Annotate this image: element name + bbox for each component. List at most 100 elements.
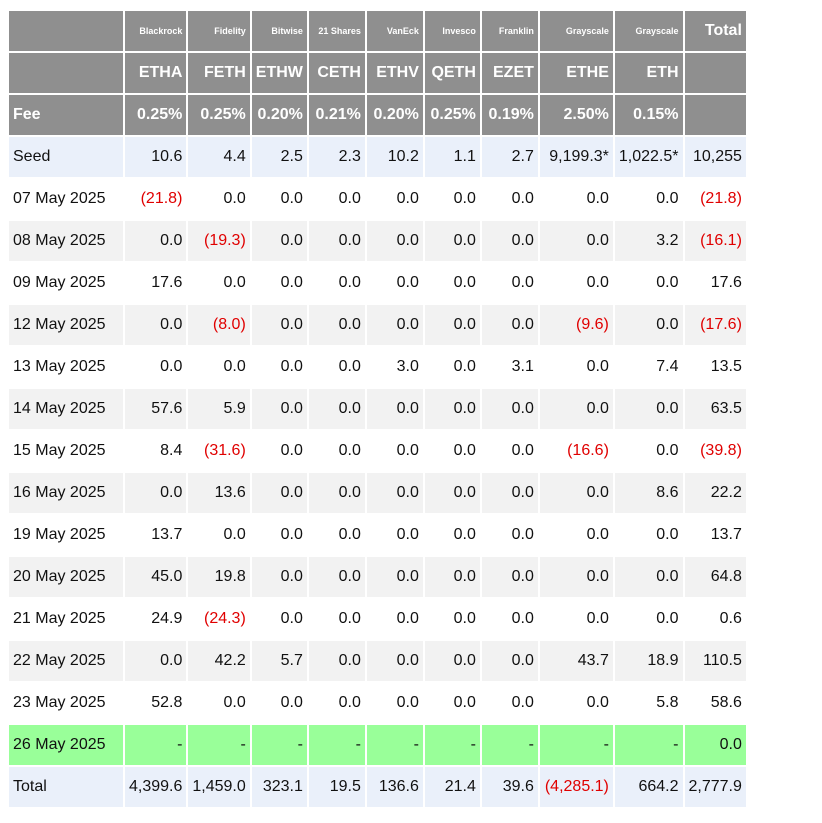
table-cell: 0.0 bbox=[125, 305, 187, 345]
table-cell: 0.0 bbox=[539, 389, 613, 429]
table-row: 26 May 2025- - - - - - - - -0.0 bbox=[9, 725, 746, 765]
table-cell: 0.0 bbox=[481, 263, 538, 303]
table-cell: 0.0 bbox=[251, 515, 307, 555]
table-cell: (31.6) bbox=[188, 431, 250, 471]
table-row: 22 May 2025 0.0 42.2 5.7 0.0 0.0 0.0 0.0 43.7 18.… bbox=[9, 641, 746, 681]
table-cell: 0.0 bbox=[125, 641, 187, 681]
table-cell: Franklin bbox=[481, 11, 538, 51]
table-row: 14 May 2025 57.6 5.9 0.0 0.0 0.0 0.0 0.0 0.0 0.0 6… bbox=[9, 389, 746, 429]
table-cell: 0.0 bbox=[481, 305, 538, 345]
table-cell: 0.25% bbox=[125, 95, 187, 135]
table-row: 08 May 2025 0.0 (19.3) 0.0 0.0 0.0 0.0 0.0 0.0 3.… bbox=[9, 221, 746, 261]
table-cell: - bbox=[539, 725, 613, 765]
table-cell: 0.0 bbox=[251, 473, 307, 513]
table-cell: 21.4 bbox=[424, 767, 480, 807]
table-cell: 1,022.5* bbox=[614, 137, 683, 177]
table-cell: 0.0 bbox=[366, 389, 423, 429]
table-cell: 0.0 bbox=[539, 347, 613, 387]
row-label-cell: 14 May 2025 bbox=[9, 389, 123, 429]
table-cell: Invesco bbox=[424, 11, 480, 51]
table-cell: 22.2 bbox=[684, 473, 746, 513]
table-cell: ETH bbox=[614, 53, 683, 93]
table-cell: 5.8 bbox=[614, 683, 683, 723]
table-cell: 0.20% bbox=[366, 95, 423, 135]
table-cell: (16.6) bbox=[539, 431, 613, 471]
table-cell: 0.0 bbox=[125, 473, 187, 513]
table-cell: 0.0 bbox=[308, 683, 365, 723]
table-cell: (4,285.1) bbox=[539, 767, 613, 807]
table-cell: 0.0 bbox=[424, 347, 480, 387]
row-label-cell: 13 May 2025 bbox=[9, 347, 123, 387]
table-cell: 0.0 bbox=[424, 305, 480, 345]
table-cell: ETHV bbox=[366, 53, 423, 93]
table-cell: 0.0 bbox=[481, 431, 538, 471]
table-cell: 2.3 bbox=[308, 137, 365, 177]
table-cell: 0.0 bbox=[308, 641, 365, 681]
table-cell: 0.0 bbox=[614, 515, 683, 555]
table-row: 19 May 2025 13.7 0.0 0.0 0.0 0.0 0.0 0.0 0.0 0.0 1… bbox=[9, 515, 746, 555]
table-cell bbox=[684, 95, 746, 135]
table-cell: 0.0 bbox=[366, 599, 423, 639]
table-cell: 13.6 bbox=[188, 473, 250, 513]
row-label-cell: 19 May 2025 bbox=[9, 515, 123, 555]
table-cell: 0.0 bbox=[539, 599, 613, 639]
table-row: 12 May 2025 0.0 (8.0) 0.0 0.0 0.0 0.0 0.0 (9.6) 0… bbox=[9, 305, 746, 345]
table-cell: - bbox=[481, 725, 538, 765]
table-cell: 0.0 bbox=[308, 473, 365, 513]
table-cell: 0.0 bbox=[251, 263, 307, 303]
table-cell: Blackrock bbox=[125, 11, 187, 51]
row-label-cell: 12 May 2025 bbox=[9, 305, 123, 345]
table-row: 23 May 2025 52.8 0.0 0.0 0.0 0.0 0.0 0.0 0.0 5.8 5… bbox=[9, 683, 746, 723]
table-cell: 0.0 bbox=[251, 347, 307, 387]
table-cell: 323.1 bbox=[251, 767, 307, 807]
table-cell: 0.0 bbox=[614, 305, 683, 345]
table-cell: 2,777.9 bbox=[684, 767, 746, 807]
table-cell: 0.0 bbox=[539, 683, 613, 723]
table-cell: - bbox=[366, 725, 423, 765]
table-row: 21 May 2025 24.9 (24.3) 0.0 0.0 0.0 0.0 0.0 0.0 0… bbox=[9, 599, 746, 639]
table-cell: QETH bbox=[424, 53, 480, 93]
table-cell: Grayscale bbox=[614, 11, 683, 51]
table-cell: 0.0 bbox=[366, 515, 423, 555]
table-cell: 0.0 bbox=[308, 431, 365, 471]
table-cell: 0.21% bbox=[308, 95, 365, 135]
table-cell: 0.0 bbox=[366, 221, 423, 261]
row-label-cell bbox=[9, 11, 123, 51]
row-label-cell: 21 May 2025 bbox=[9, 599, 123, 639]
table-cell: - bbox=[188, 725, 250, 765]
table-cell: - bbox=[251, 725, 307, 765]
table-cell: 7.4 bbox=[614, 347, 683, 387]
table-cell: 0.0 bbox=[188, 179, 250, 219]
table-cell: 1,459.0 bbox=[188, 767, 250, 807]
row-label-cell: Fee bbox=[9, 95, 123, 135]
table-cell: 0.0 bbox=[188, 347, 250, 387]
table-cell: 0.0 bbox=[481, 599, 538, 639]
table-cell: 19.5 bbox=[308, 767, 365, 807]
table-cell: 5.7 bbox=[251, 641, 307, 681]
table-cell: 110.5 bbox=[684, 641, 746, 681]
table-cell: 0.0 bbox=[366, 557, 423, 597]
row-label-cell: Total bbox=[9, 767, 123, 807]
row-label-cell: 08 May 2025 bbox=[9, 221, 123, 261]
table-cell: EZET bbox=[481, 53, 538, 93]
table-cell: 21 Shares bbox=[308, 11, 365, 51]
row-label-cell: Seed bbox=[9, 137, 123, 177]
table-cell: 8.6 bbox=[614, 473, 683, 513]
table-cell: 0.0 bbox=[481, 221, 538, 261]
table-cell: 0.0 bbox=[424, 641, 480, 681]
table-cell: Total bbox=[684, 11, 746, 51]
row-label-cell: 20 May 2025 bbox=[9, 557, 123, 597]
table-cell: 4,399.6 bbox=[125, 767, 187, 807]
table-cell: 0.0 bbox=[614, 431, 683, 471]
table-cell: 0.0 bbox=[251, 389, 307, 429]
row-label-cell bbox=[9, 53, 123, 93]
table-cell: 0.0 bbox=[614, 599, 683, 639]
table-cell: 0.0 bbox=[125, 347, 187, 387]
table-cell: 0.0 bbox=[481, 641, 538, 681]
table-cell: 0.0 bbox=[539, 263, 613, 303]
row-label-cell: 09 May 2025 bbox=[9, 263, 123, 303]
table-cell: 0.0 bbox=[481, 389, 538, 429]
table-cell: 1.1 bbox=[424, 137, 480, 177]
table-cell: - bbox=[424, 725, 480, 765]
table-cell: 18.9 bbox=[614, 641, 683, 681]
